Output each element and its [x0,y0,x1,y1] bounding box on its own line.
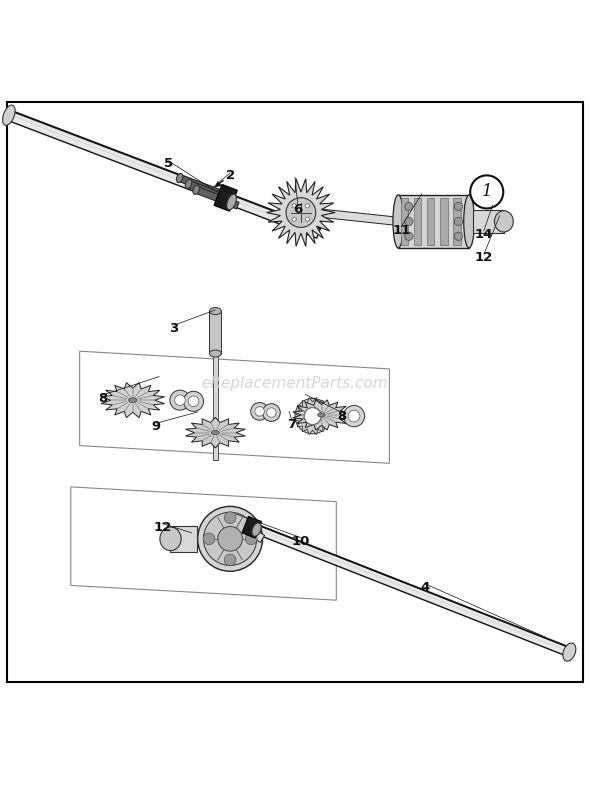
Circle shape [304,407,322,425]
Polygon shape [214,184,237,211]
Circle shape [348,411,360,422]
Ellipse shape [176,173,183,183]
Text: 6: 6 [293,203,303,216]
Circle shape [224,512,236,524]
Circle shape [304,408,321,425]
Ellipse shape [494,211,513,232]
Bar [414,198,421,245]
Circle shape [204,512,257,565]
Circle shape [292,217,296,221]
Text: 7: 7 [287,418,297,431]
Polygon shape [195,187,239,209]
Polygon shape [242,517,261,538]
Ellipse shape [318,413,325,417]
Text: 4: 4 [420,581,430,593]
Circle shape [175,395,185,406]
Circle shape [267,408,276,418]
Polygon shape [188,181,231,203]
Ellipse shape [393,195,404,248]
Ellipse shape [563,643,576,661]
Circle shape [306,204,310,208]
Circle shape [170,390,190,411]
Circle shape [405,232,413,240]
Polygon shape [267,179,335,246]
Text: 8: 8 [337,410,347,422]
Ellipse shape [185,180,192,188]
Polygon shape [179,175,222,197]
Circle shape [188,396,199,407]
Circle shape [251,403,268,420]
Ellipse shape [252,523,261,536]
Text: 9: 9 [152,420,161,433]
Polygon shape [185,418,245,448]
Ellipse shape [209,350,221,357]
Ellipse shape [160,527,181,550]
Circle shape [405,217,413,225]
Circle shape [454,232,463,240]
Polygon shape [473,210,504,233]
Circle shape [306,217,310,221]
Ellipse shape [2,105,15,126]
Text: 12: 12 [153,520,171,534]
Circle shape [255,407,264,416]
Bar [440,198,448,245]
Polygon shape [101,382,165,418]
Polygon shape [293,400,350,430]
Circle shape [286,198,316,228]
Ellipse shape [464,195,474,248]
Ellipse shape [129,398,137,403]
Text: 3: 3 [169,323,179,335]
Circle shape [405,203,413,210]
Circle shape [343,406,365,427]
Circle shape [203,533,215,545]
Text: 5: 5 [163,157,173,170]
Circle shape [292,204,296,208]
Polygon shape [213,354,218,460]
Ellipse shape [211,431,219,435]
Text: 14: 14 [474,228,493,241]
Circle shape [218,527,242,551]
Ellipse shape [209,308,221,315]
Bar [398,195,469,248]
Bar [401,198,408,245]
Ellipse shape [193,185,199,195]
Circle shape [224,554,236,566]
Circle shape [454,203,463,210]
Bar [427,198,434,245]
Text: 11: 11 [392,224,410,237]
Text: 10: 10 [291,535,310,548]
Bar [454,198,461,245]
Text: 2: 2 [225,169,235,182]
Circle shape [263,403,280,422]
Polygon shape [170,526,197,552]
Ellipse shape [227,194,237,210]
Circle shape [454,217,463,225]
Circle shape [245,533,257,545]
Circle shape [183,391,204,411]
Polygon shape [222,513,265,542]
Circle shape [198,506,263,571]
Text: 12: 12 [475,251,493,265]
Polygon shape [7,110,320,238]
Polygon shape [294,397,331,435]
Polygon shape [209,311,221,353]
Text: eReplacementParts.com: eReplacementParts.com [202,376,388,391]
Text: 8: 8 [99,392,108,405]
Text: 1: 1 [481,184,492,200]
Polygon shape [222,512,571,656]
Circle shape [295,399,330,434]
Polygon shape [314,209,399,225]
